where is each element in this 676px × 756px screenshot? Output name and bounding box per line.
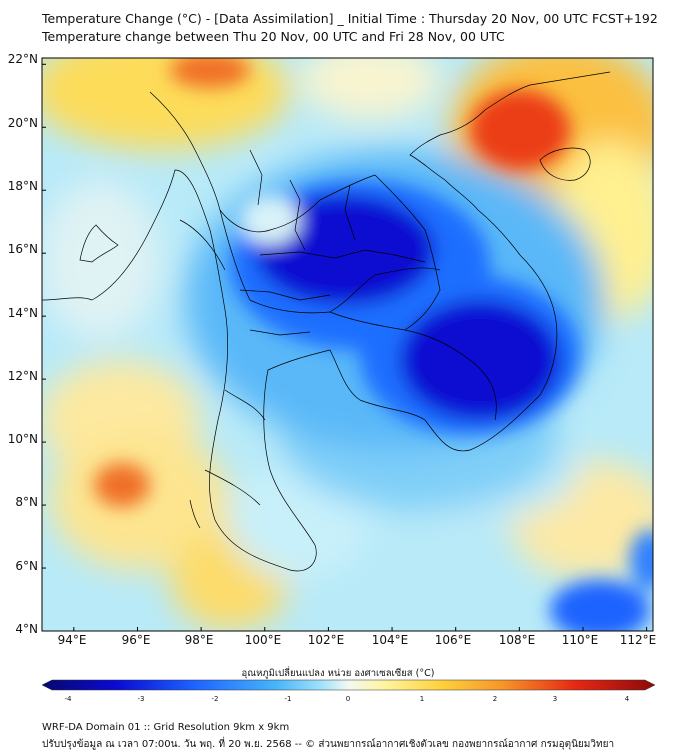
colorbar-title: อุณหภูมิเปลี่ยนแปลง หน่วย องศาเซลเซียส (…: [241, 668, 435, 679]
colorbar-tick-minus1: -1: [284, 695, 292, 703]
axis-ticks: [42, 63, 648, 632]
lon-label-100e: 100°E: [244, 633, 282, 647]
chart-subtitle: Temperature change between Thu 20 Nov, 0…: [42, 29, 505, 44]
lon-label-108e: 108°E: [498, 633, 536, 647]
lon-label-96e: 96°E: [121, 633, 151, 647]
coastlines-borders: [42, 71, 611, 572]
colorbar: [41, 679, 656, 691]
lat-label-8n: 8°N: [15, 495, 38, 509]
temperature-field: [42, 58, 653, 631]
colorbar-tick-2: 2: [492, 695, 498, 703]
colorbar-tick-minus3: -3: [137, 695, 145, 703]
lat-label-12n: 12°N: [7, 369, 38, 383]
lon-label-106e: 106°E: [434, 633, 472, 647]
lon-label-98e: 98°E: [184, 633, 214, 647]
lat-label-10n: 10°N: [7, 432, 38, 446]
colorbar-tick-1: 1: [419, 695, 425, 703]
temperature-change-map: [41, 57, 656, 691]
lat-label-20n: 20°N: [7, 116, 38, 130]
lat-label-18n: 18°N: [7, 179, 38, 193]
lat-label-22n: 22°N: [7, 52, 38, 66]
colorbar-tick-4: 4: [624, 695, 630, 703]
lon-label-102e: 102°E: [307, 633, 345, 647]
lon-label-94e: 94°E: [57, 633, 87, 647]
map-frame: [41, 57, 654, 632]
colorbar-tick-0: 0: [345, 695, 351, 703]
footer-model-info: WRF-DA Domain 01 :: Grid Resolution 9km …: [42, 722, 290, 733]
footer-update-info: ปรับปรุงข้อมูล ณ เวลา 07:00น. วัน พฤ. ที…: [42, 739, 615, 750]
lon-label-110e: 110°E: [561, 633, 599, 647]
field-cores: [94, 58, 653, 631]
lon-label-112e: 112°E: [619, 633, 657, 647]
chart-title: Temperature Change (°C) - [Data Assimila…: [42, 11, 658, 26]
lon-label-104e: 104°E: [371, 633, 409, 647]
lat-label-6n: 6°N: [15, 559, 38, 573]
lat-label-14n: 14°N: [7, 306, 38, 320]
lat-label-4n: 4°N: [15, 622, 38, 636]
colorbar-tick-minus2: -2: [211, 695, 219, 703]
lat-label-16n: 16°N: [7, 242, 38, 256]
colorbar-tick-3: 3: [552, 695, 558, 703]
colorbar-tick-minus4: -4: [64, 695, 72, 703]
